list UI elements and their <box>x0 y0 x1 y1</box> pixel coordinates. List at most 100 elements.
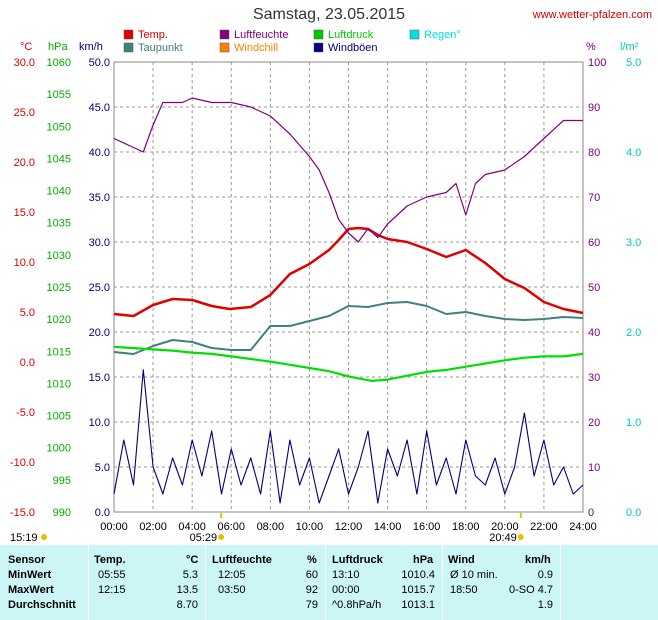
stat-header-pressure: Luftdruck <box>332 554 383 566</box>
chart-grid <box>113 61 584 513</box>
table-divider <box>325 545 326 620</box>
hpa-tick-label: 995 <box>53 475 71 487</box>
stat-wind: 0-SO 4.7 <box>508 584 553 596</box>
kmh-tick-label: 15.0 <box>89 372 110 384</box>
time-tick-label: 14:00 <box>374 521 402 533</box>
legend-label: Regen° <box>424 29 461 41</box>
time-tick-label: 10:00 <box>296 521 324 533</box>
celsius-tick-label: 25.0 <box>14 107 35 119</box>
legend-swatch <box>123 42 134 53</box>
celsius-tick-label: 15.0 <box>14 207 35 219</box>
celsius-tick-label: 30.0 <box>14 57 35 69</box>
series-line <box>113 226 584 318</box>
kmh-tick-label: 40.0 <box>89 147 110 159</box>
rain-tick-label: 0.0 <box>626 507 641 519</box>
hpa-tick-label: 1000 <box>47 443 71 455</box>
percent-tick-label: 10 <box>588 462 600 474</box>
stat-wind: 0.9 <box>537 569 553 581</box>
hpa-tick-label: 1045 <box>47 153 71 165</box>
table-divider <box>88 545 89 620</box>
time-tick-label: 12:00 <box>335 521 363 533</box>
rain-tick-label: 1.0 <box>626 417 641 429</box>
kmh-tick-label: 30.0 <box>89 237 110 249</box>
table-divider <box>442 545 443 620</box>
kmh-tick-label: 20.0 <box>89 327 110 339</box>
celsius-tick-label: -15.0 <box>10 507 35 519</box>
percent-tick-label: 80 <box>588 147 600 159</box>
percent-axis-unit: % <box>586 41 596 53</box>
stat-header-humidity-unit: % <box>307 554 317 566</box>
hpa-tick-label: 1015 <box>47 346 71 358</box>
hpa-tick-label: 1030 <box>47 250 71 262</box>
time-tick-label: 18:00 <box>452 521 480 533</box>
celsius-tick-label: 10.0 <box>14 257 35 269</box>
time-tick-label: 00:00 <box>100 521 128 533</box>
stat-header-pressure-unit: hPa <box>413 554 434 566</box>
percent-tick-label: 90 <box>588 102 600 114</box>
kmh-tick-label: 50.0 <box>89 57 110 69</box>
legend-label: Windchill <box>234 42 278 54</box>
hpa-tick-label: 1060 <box>47 57 71 69</box>
legend-swatch <box>409 29 420 40</box>
stat-press-time: ^0.8hPa/h <box>332 599 382 611</box>
kmh-tick-label: 35.0 <box>89 192 110 204</box>
stat-header-temp-unit: °C <box>186 554 199 566</box>
statistics-table: Sensor Temp. °C Luftfeuchte % Luftdruck … <box>0 545 658 620</box>
time-tick-label: 24:00 <box>569 521 597 533</box>
hpa-tick-label: 1055 <box>47 89 71 101</box>
stat-temp-time: 12:15 <box>98 584 126 596</box>
hpa-tick-label: 990 <box>53 507 71 519</box>
stat-wind-time: Ø 10 min. <box>450 569 498 581</box>
time-tick-label: 04:00 <box>178 521 206 533</box>
stat-press: 1013.1 <box>401 599 435 611</box>
moonset-time-label: 15:19 <box>10 532 38 544</box>
legend-label: Windböen <box>328 42 378 54</box>
rain-tick-label: 4.0 <box>626 147 641 159</box>
kmh-tick-label: 10.0 <box>89 417 110 429</box>
hpa-tick-label: 1025 <box>47 282 71 294</box>
kmh-tick-label: 0.0 <box>95 507 110 519</box>
table-divider <box>560 545 561 620</box>
kmh-tick-label: 5.0 <box>95 462 110 474</box>
table-divider <box>205 545 206 620</box>
time-tick-label: 08:00 <box>257 521 285 533</box>
celsius-tick-label: -5.0 <box>16 407 35 419</box>
legend-label: Luftdruck <box>328 29 374 41</box>
series-line <box>113 369 584 504</box>
legend-label: Taupunkt <box>138 42 183 54</box>
hpa-tick-label: 1005 <box>47 411 71 423</box>
time-tick-label: 22:00 <box>530 521 558 533</box>
celsius-tick-label: -10.0 <box>10 457 35 469</box>
time-tick-label: 16:00 <box>413 521 441 533</box>
site-url-link[interactable]: www.wetter-pfalzen.com <box>532 9 652 21</box>
hpa-tick-label: 1020 <box>47 314 71 326</box>
rain-axis-unit: l/m² <box>620 41 639 53</box>
sun-markers: 15:19 05:29 20:49 <box>10 513 524 544</box>
series-line <box>113 345 584 382</box>
celsius-tick-label: 0.0 <box>20 357 35 369</box>
percent-tick-label: 70 <box>588 192 600 204</box>
kmh-tick-label: 25.0 <box>89 282 110 294</box>
time-tick-label: 02:00 <box>139 521 167 533</box>
series-line <box>113 97 583 243</box>
legend-swatch <box>313 42 324 53</box>
legend-label: Temp. <box>138 29 168 41</box>
celsius-axis-unit: °C <box>20 41 32 53</box>
stat-press: 1015.7 <box>401 584 435 596</box>
stat-header-temp: Temp. <box>94 554 126 566</box>
stat-wind: 1.9 <box>537 599 553 611</box>
legend-swatch <box>219 29 230 40</box>
stat-label: MinWert <box>8 569 52 581</box>
kmh-tick-label: 45.0 <box>89 102 110 114</box>
stat-temp: 8.70 <box>176 599 198 611</box>
stat-temp: 5.3 <box>182 569 198 581</box>
celsius-tick-label: 20.0 <box>14 157 35 169</box>
percent-tick-label: 30 <box>588 372 600 384</box>
stat-temp: 13.5 <box>176 584 198 596</box>
percent-tick-label: 100 <box>588 57 606 69</box>
percent-tick-label: 60 <box>588 237 600 249</box>
series-line <box>113 301 584 355</box>
time-tick-label: 06:00 <box>217 521 245 533</box>
hpa-tick-label: 1010 <box>47 378 71 390</box>
rain-tick-label: 5.0 <box>626 57 641 69</box>
